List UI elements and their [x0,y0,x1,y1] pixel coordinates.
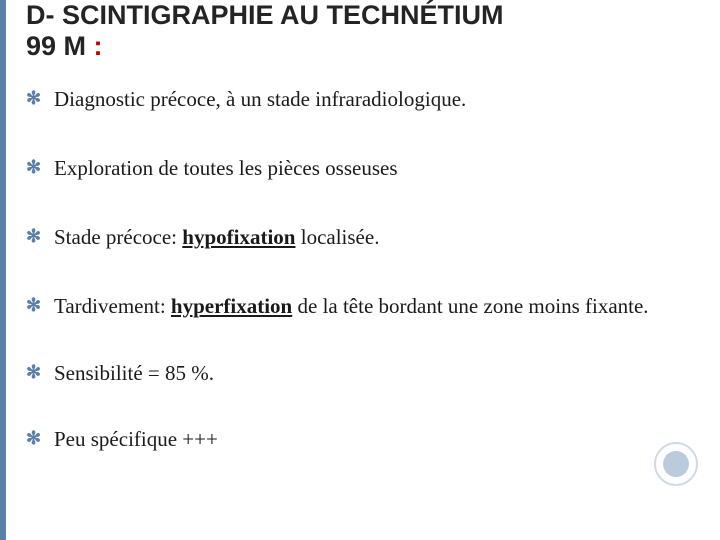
bullet-icon: ✻ [26,224,54,249]
bullet-icon: ✻ [26,155,54,180]
list-item: ✻Sensibilité = 85 %. [26,360,686,387]
corner-decoration [654,442,698,486]
list-item-text: Stade précoce: hypofixation localisée. [54,224,686,251]
list-item-text: Peu spécifique +++ [54,426,686,453]
deco-fill [663,451,689,477]
bullet-icon: ✻ [26,293,54,318]
slide-title: D- SCINTIGRAPHIE AU TECHNÉTIUM 99 M : [26,0,686,62]
list-item-text: Sensibilité = 85 %. [54,360,686,387]
title-colon: : [94,31,103,61]
list-item-text: Tardivement: hyperfixation de la tête bo… [54,293,686,320]
title-line1: D- SCINTIGRAPHIE AU TECHNÉTIUM [26,0,504,30]
bullet-list: ✻Diagnostic précoce, à un stade infrarad… [26,86,686,453]
list-item: ✻Tardivement: hyperfixation de la tête b… [26,293,686,320]
slide: D- SCINTIGRAPHIE AU TECHNÉTIUM 99 M : ✻D… [6,0,720,540]
bullet-icon: ✻ [26,426,54,451]
list-item: ✻Peu spécifique +++ [26,426,686,453]
list-item-text: Exploration de toutes les pièces osseuse… [54,155,686,182]
title-line2-pre: 99 M [26,31,94,61]
bullet-icon: ✻ [26,86,54,111]
list-item-text: Diagnostic précoce, à un stade infraradi… [54,86,686,113]
list-item: ✻Diagnostic précoce, à un stade infrarad… [26,86,686,113]
bullet-icon: ✻ [26,360,54,385]
list-item: ✻Stade précoce: hypofixation localisée. [26,224,686,251]
list-item: ✻Exploration de toutes les pièces osseus… [26,155,686,182]
